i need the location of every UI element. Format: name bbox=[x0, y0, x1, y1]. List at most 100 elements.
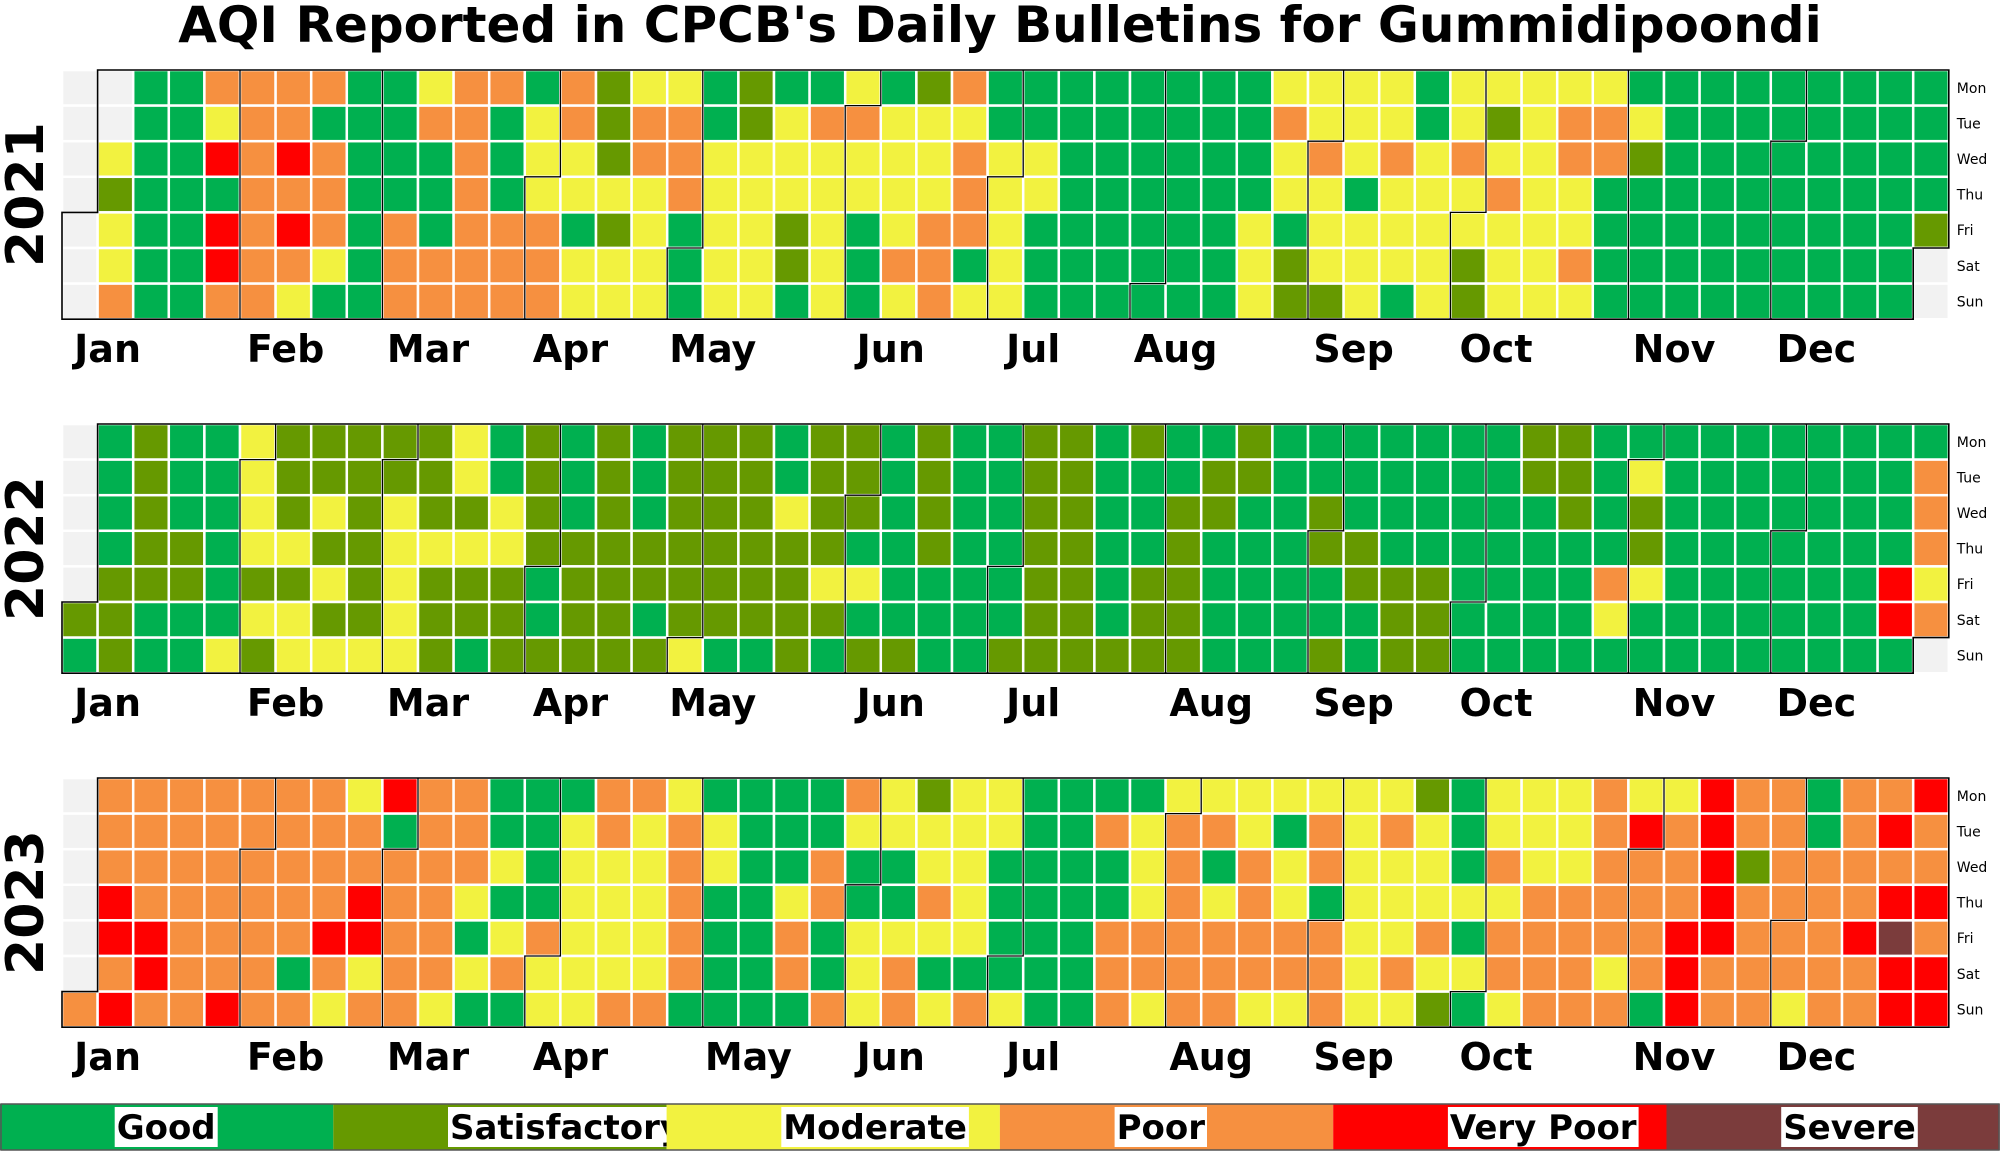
day-cell bbox=[1057, 139, 1096, 179]
day-cell bbox=[1057, 883, 1096, 922]
year-label: 2023 bbox=[0, 830, 56, 975]
day-cell bbox=[1555, 458, 1595, 497]
month-label: Feb bbox=[247, 327, 324, 371]
day-cell bbox=[345, 636, 384, 675]
day-cell bbox=[1306, 422, 1345, 461]
day-cell bbox=[1555, 812, 1595, 851]
day-cell bbox=[1484, 458, 1523, 497]
day-cell bbox=[1057, 246, 1096, 285]
day-cell bbox=[879, 990, 918, 1029]
day-cell bbox=[416, 139, 455, 179]
day-cell bbox=[487, 529, 527, 568]
day-cell bbox=[950, 565, 989, 604]
day-cell bbox=[594, 636, 633, 675]
day-cell bbox=[1520, 812, 1559, 851]
day-cell bbox=[1199, 919, 1239, 958]
day-cell bbox=[1591, 600, 1630, 639]
day-cell bbox=[772, 175, 811, 214]
day-cell bbox=[986, 422, 1025, 461]
day-cell bbox=[1021, 458, 1061, 497]
day-cell bbox=[1484, 847, 1523, 887]
day-cell bbox=[1235, 422, 1274, 461]
day-cell bbox=[1769, 422, 1808, 461]
day-cell bbox=[238, 493, 277, 533]
day-cell bbox=[167, 636, 206, 675]
legend-item: Poor bbox=[999, 1104, 1334, 1150]
day-cell bbox=[345, 565, 384, 604]
day-cell bbox=[737, 776, 776, 815]
day-cell bbox=[950, 776, 989, 815]
day-cell bbox=[915, 104, 954, 143]
day-cell bbox=[1769, 636, 1808, 675]
day-cell bbox=[60, 282, 99, 321]
day-cell bbox=[1591, 68, 1630, 107]
day-cell bbox=[1733, 104, 1773, 143]
day-cell bbox=[1306, 883, 1345, 922]
weekday-label: Fri bbox=[1957, 223, 1974, 239]
year-outline bbox=[61, 69, 1950, 320]
day-cell bbox=[96, 282, 135, 321]
day-cell bbox=[1627, 104, 1666, 143]
day-cell bbox=[167, 175, 206, 214]
day-cell bbox=[1662, 246, 1701, 285]
day-cell bbox=[345, 458, 384, 497]
day-cell bbox=[808, 812, 847, 851]
day-cell bbox=[416, 776, 455, 815]
day-cell bbox=[203, 636, 242, 675]
day-cell bbox=[843, 847, 883, 887]
day-cell bbox=[1413, 919, 1452, 958]
month-label: Oct bbox=[1460, 681, 1533, 725]
day-cell bbox=[1164, 282, 1203, 321]
day-cell bbox=[96, 529, 135, 568]
day-cell bbox=[772, 954, 811, 993]
day-cell bbox=[1271, 529, 1310, 568]
weekday-label: Fri bbox=[1957, 577, 1974, 593]
legend-label: Satisfactory bbox=[450, 1108, 682, 1148]
day-cell bbox=[1021, 600, 1061, 639]
day-cell bbox=[1698, 175, 1737, 214]
day-cell bbox=[1840, 529, 1879, 568]
day-cell bbox=[772, 493, 811, 533]
day-cell bbox=[1271, 104, 1310, 143]
day-cell bbox=[96, 954, 135, 993]
day-cell bbox=[1698, 954, 1737, 993]
day-cell bbox=[1911, 68, 1951, 107]
day-cell bbox=[737, 990, 776, 1029]
day-cell bbox=[1199, 493, 1239, 533]
day-cell bbox=[1199, 636, 1239, 675]
day-cell bbox=[594, 954, 633, 993]
day-cell bbox=[203, 565, 242, 604]
day-cell bbox=[665, 990, 705, 1029]
day-cell bbox=[1128, 458, 1167, 497]
day-cell bbox=[238, 776, 277, 815]
day-cell bbox=[1449, 600, 1488, 639]
day-cell bbox=[1093, 990, 1132, 1029]
day-cell bbox=[309, 565, 349, 604]
day-cell bbox=[879, 529, 918, 568]
day-cell bbox=[1377, 883, 1417, 922]
day-cell bbox=[1377, 919, 1417, 958]
day-cell bbox=[1805, 139, 1844, 179]
day-cell bbox=[381, 600, 420, 639]
day-cell bbox=[808, 493, 847, 533]
day-cell bbox=[808, 422, 847, 461]
day-cell bbox=[559, 565, 598, 604]
month-label: Apr bbox=[533, 327, 609, 371]
day-cell bbox=[594, 776, 633, 815]
day-cell bbox=[309, 847, 349, 887]
day-cell bbox=[1021, 282, 1061, 321]
day-cell bbox=[1627, 919, 1666, 958]
day-cell bbox=[1840, 954, 1879, 993]
day-cell bbox=[1662, 776, 1701, 815]
day-cell bbox=[452, 458, 491, 497]
day-cell bbox=[1093, 104, 1132, 143]
day-cell bbox=[1911, 883, 1951, 922]
day-cell bbox=[1840, 493, 1879, 533]
day-cell bbox=[843, 812, 883, 851]
day-cell bbox=[1805, 104, 1844, 143]
day-cell bbox=[1164, 139, 1203, 179]
day-cell bbox=[1164, 636, 1203, 675]
day-cell bbox=[167, 104, 206, 143]
day-cell bbox=[60, 139, 99, 179]
day-cell bbox=[1520, 422, 1559, 461]
